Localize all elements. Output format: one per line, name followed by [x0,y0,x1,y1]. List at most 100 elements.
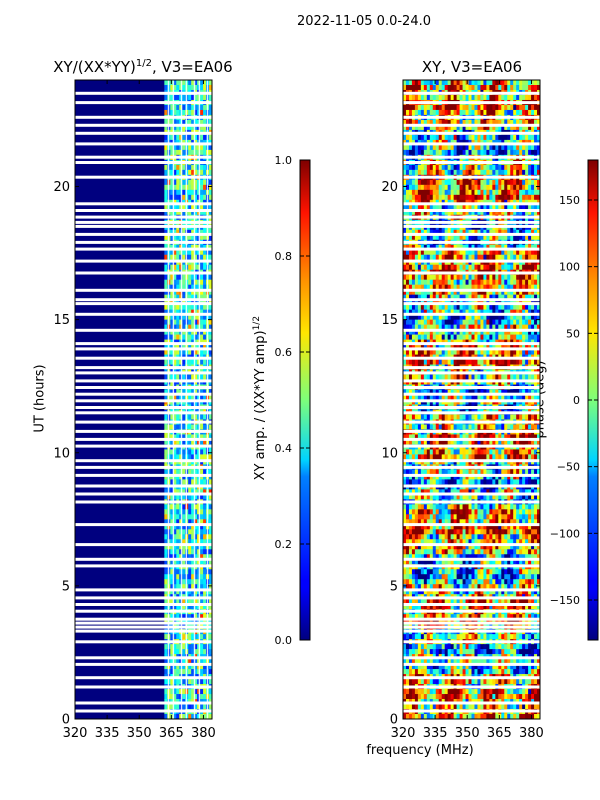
phase-cell [414,144,419,151]
phase-cell [510,309,514,316]
phase-cell [501,179,505,186]
phase-cell [456,184,460,191]
phase-cell [423,359,428,365]
phase-cell [531,94,535,101]
phase-cell [438,164,443,171]
amp-cell [170,94,174,101]
phase-cell [403,274,407,281]
phase-cell [483,119,487,126]
phase-cell [504,144,508,151]
phase-cell [403,189,407,196]
amp-cell [173,694,177,700]
amp-cell [209,249,213,256]
amp-cell [176,524,180,530]
amp-cell [164,119,168,126]
amp-cell [188,604,192,610]
phase-cell [519,374,523,380]
amp-cell [203,489,207,495]
amp-cell [200,669,204,675]
amp-cell [164,209,168,216]
phase-cell [462,134,466,141]
phase-cell [447,254,452,261]
amp-cell [203,494,207,500]
phase-cell [432,124,437,131]
amp-cell [209,264,213,271]
phase-cell [417,344,422,350]
phase-cell [525,324,529,331]
amp-cell [203,659,207,665]
phase-cell [453,204,458,211]
amp-cell [170,534,174,540]
amp-cell [164,579,168,585]
amp-cell [194,434,198,440]
amp-cell [170,304,174,311]
amp-cell [164,604,168,610]
phase-cell [498,124,502,131]
phase-cell [432,144,437,151]
phase-cell [486,249,490,256]
phase-cell [450,209,455,216]
amp-cell [176,389,180,395]
phase-cell [403,304,407,311]
phase-cell [528,284,532,291]
phase-cell [513,294,517,301]
amp-cell [191,109,195,116]
amp-cell [191,274,195,281]
amp-cell [182,279,186,286]
phase-cell [534,294,538,301]
phase-cell [474,80,478,86]
phase-cell [522,169,526,176]
phase-cell [411,229,416,236]
phase-cell [495,294,499,301]
phase-cell [450,274,455,281]
phase-cell [504,314,508,321]
phase-cell [441,184,446,191]
phase-cell [513,309,517,316]
amp-cell [200,144,204,151]
phase-cell [462,144,466,151]
amp-cell [173,634,177,640]
phase-cell [435,264,440,271]
phase-cell [483,189,487,196]
phase-cell [432,329,437,335]
amp-cell [191,374,195,380]
amp-cell [209,344,213,350]
phase-cell [456,144,460,151]
amp-cell [170,344,174,350]
phase-cell [528,294,532,301]
phase-cell [441,244,446,251]
amp-cell [191,149,195,156]
phase-cell [483,169,487,176]
phase-cell [489,294,493,301]
phase-cell [438,244,443,251]
amp-cell [164,244,168,251]
phase-cell [453,109,458,116]
phase-cell [411,329,416,335]
phase-cell [510,254,514,261]
amp-cell [194,319,198,326]
amp-cell [203,524,207,530]
amp-cell [176,589,180,595]
phase-cell [474,94,478,101]
y-tick-label: 20 [53,180,70,195]
phase-cell [501,324,505,331]
phase-cell [435,279,440,286]
phase-cell [477,184,481,191]
amp-cell [170,474,174,480]
phase-cell [504,94,508,101]
phase-cell [480,184,484,191]
phase-cell [510,294,514,301]
amp-cell [203,309,207,316]
phase-cell [537,279,541,286]
amp-cell [194,344,198,350]
amp-cell [176,374,180,380]
amp-cell [188,549,192,555]
phase-cell [528,94,532,101]
amp-cell [194,119,198,126]
phase-cell [507,254,511,261]
phase-cell [504,124,508,131]
amp-cell [176,659,180,665]
phase-cell [459,149,463,156]
phase-cell [465,189,469,196]
phase-cell [528,184,532,191]
